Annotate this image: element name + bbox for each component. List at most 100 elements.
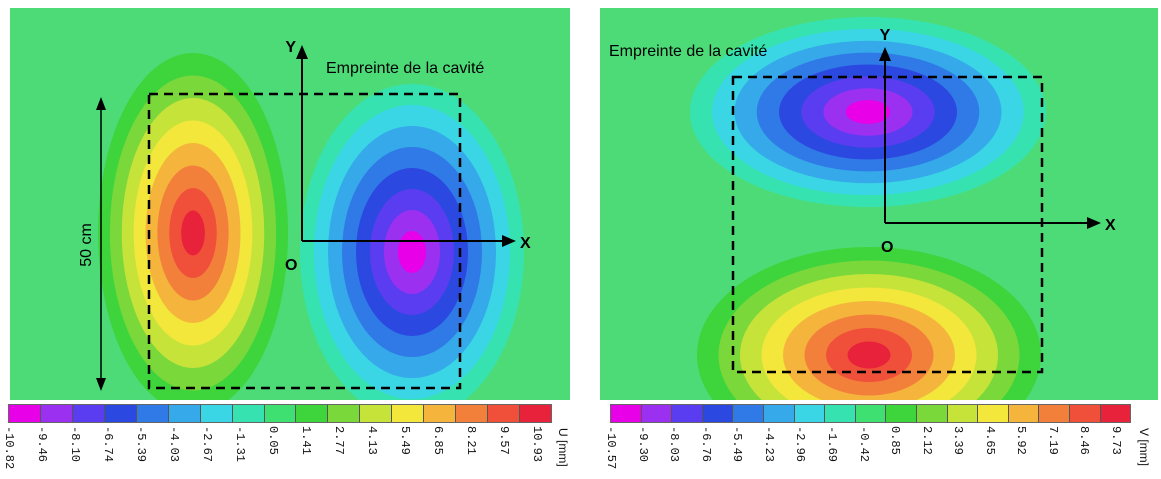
u-tick-label: 10.93 xyxy=(530,426,544,463)
v-swatch-7 xyxy=(825,405,856,422)
u-swatch-13 xyxy=(424,405,457,422)
v-tick-label: 7.19 xyxy=(1045,426,1060,455)
negative-lobe xyxy=(690,17,1046,207)
colorbar-swatches xyxy=(8,404,552,423)
u-tick-label: -8.10 xyxy=(68,426,82,463)
u-swatch-9 xyxy=(296,405,329,422)
v-tick-label: -2.96 xyxy=(793,426,808,463)
u-swatch-8 xyxy=(264,405,297,422)
positive-lobe xyxy=(98,53,288,400)
v-tick-label: 0.85 xyxy=(888,426,903,455)
u-swatch-7 xyxy=(232,405,265,422)
u-tick-label: 0.05 xyxy=(266,426,280,455)
v-swatch-14 xyxy=(1039,405,1070,422)
v-swatch-16 xyxy=(1100,405,1131,422)
x-axis-arrow xyxy=(1087,217,1101,229)
v-tick-label: 2.12 xyxy=(919,426,934,455)
u-swatch-2 xyxy=(72,405,105,422)
v-tick-label: -6.76 xyxy=(698,426,713,463)
x-axis-arrow xyxy=(502,235,516,247)
negative-contour-7 xyxy=(398,231,426,273)
u-tick-label: 1.41 xyxy=(299,426,313,455)
u-tick-label: 2.77 xyxy=(332,426,346,455)
y-axis-arrow xyxy=(296,45,308,59)
v-tick-label: 5.92 xyxy=(1014,426,1029,455)
v-swatch-10 xyxy=(916,405,948,422)
u-tick-label: -1.31 xyxy=(233,426,247,463)
colorbar-unit: U [mm] xyxy=(556,428,570,467)
u-swatch-0 xyxy=(9,405,41,422)
v-tick-label: -1.69 xyxy=(824,426,839,463)
u-tick-label: -10.82 xyxy=(2,426,16,470)
u-tick-label: 4.13 xyxy=(365,426,379,455)
u-swatch-6 xyxy=(200,405,233,422)
u-tick-label: -2.67 xyxy=(200,426,214,463)
u-swatch-10 xyxy=(328,405,361,422)
u-tick-label: -9.46 xyxy=(35,426,49,463)
x-axis-label: X xyxy=(520,235,531,252)
dimension-arrow-bottom xyxy=(96,378,106,391)
v-swatch-0 xyxy=(611,405,642,422)
frame-label: Empreinte de la cavité xyxy=(609,43,767,60)
colorbar-ticks: -10.57 -9.30 -8.03 -6.76 -5.49 -4.23 -2.96 -1.6… xyxy=(604,426,1131,474)
v-tick-label: 8.46 xyxy=(1077,426,1092,455)
negative-contour-7 xyxy=(845,100,891,124)
panel-u: Y X O Empreinte de la cavité 50 cm -10.8… xyxy=(0,0,574,479)
frame-label: Empreinte de la cavité xyxy=(326,60,484,77)
displacement-map-v: Y X O Empreinte de la cavité xyxy=(600,8,1158,400)
v-tick-label: 3.39 xyxy=(951,426,966,455)
u-swatch-11 xyxy=(360,405,393,422)
cavity-footprint-frame xyxy=(731,75,1044,374)
negative-lobe xyxy=(300,84,524,400)
v-swatch-4 xyxy=(733,405,764,422)
v-tick-label: -5.49 xyxy=(730,426,745,463)
u-swatch-4 xyxy=(136,405,169,422)
v-tick-label: -10.57 xyxy=(604,426,618,470)
u-tick-label: 8.21 xyxy=(464,426,478,455)
v-swatch-13 xyxy=(1008,405,1040,422)
v-tick-label: 4.65 xyxy=(982,426,997,455)
u-tick-label: -5.39 xyxy=(134,426,148,463)
colorbar-u: -10.82 -9.46 -8.10 -6.74 -5.39 -4.03 -2.67 -1.3… xyxy=(2,404,570,469)
displacement-map-u: Y X O Empreinte de la cavité 50 cm xyxy=(10,8,570,400)
positive-lobe xyxy=(697,247,1041,400)
v-swatch-9 xyxy=(886,405,917,422)
v-swatch-5 xyxy=(763,405,795,422)
v-swatch-12 xyxy=(978,405,1009,422)
u-swatch-12 xyxy=(392,405,425,422)
v-swatch-8 xyxy=(855,405,887,422)
u-swatch-16 xyxy=(520,405,551,422)
u-tick-label: -6.74 xyxy=(101,426,115,463)
v-tick-label: -0.42 xyxy=(856,426,871,463)
colorbar-ticks: -10.82 -9.46 -8.10 -6.74 -5.39 -4.03 -2.67 -1.3… xyxy=(2,426,552,474)
v-swatch-3 xyxy=(702,405,734,422)
u-swatch-15 xyxy=(488,405,520,422)
u-swatch-14 xyxy=(456,405,489,422)
v-tick-label: 9.73 xyxy=(1109,426,1123,455)
v-tick-label: -4.23 xyxy=(761,426,776,463)
positive-contour-7 xyxy=(181,210,205,256)
positive-contour-7 xyxy=(847,341,891,369)
v-swatch-15 xyxy=(1069,405,1101,422)
origin-label: O xyxy=(881,239,893,256)
u-swatch-3 xyxy=(104,405,137,422)
x-axis-label: X xyxy=(1105,217,1116,234)
u-tick-label: 5.49 xyxy=(398,426,412,455)
v-swatch-6 xyxy=(794,405,826,422)
v-tick-label: -9.30 xyxy=(635,426,650,463)
y-axis-arrow xyxy=(879,47,891,61)
y-axis-label: Y xyxy=(880,27,891,44)
dimension-arrow-top xyxy=(96,97,106,110)
v-swatch-11 xyxy=(947,405,979,422)
v-swatch-2 xyxy=(672,405,703,422)
colorbar-unit: V [mm] xyxy=(1137,428,1151,466)
v-swatch-1 xyxy=(641,405,673,422)
origin-label: O xyxy=(285,257,297,274)
y-axis-label: Y xyxy=(285,39,296,56)
v-tick-label: -8.03 xyxy=(667,426,682,463)
u-tick-label: -4.03 xyxy=(167,426,181,463)
dimension-label: 50 cm xyxy=(78,223,95,267)
u-swatch-1 xyxy=(40,405,73,422)
colorbar-swatches xyxy=(610,404,1131,423)
colorbar-v: -10.57 -9.30 -8.03 -6.76 -5.49 -4.23 -2.96 -1.6… xyxy=(604,404,1151,469)
